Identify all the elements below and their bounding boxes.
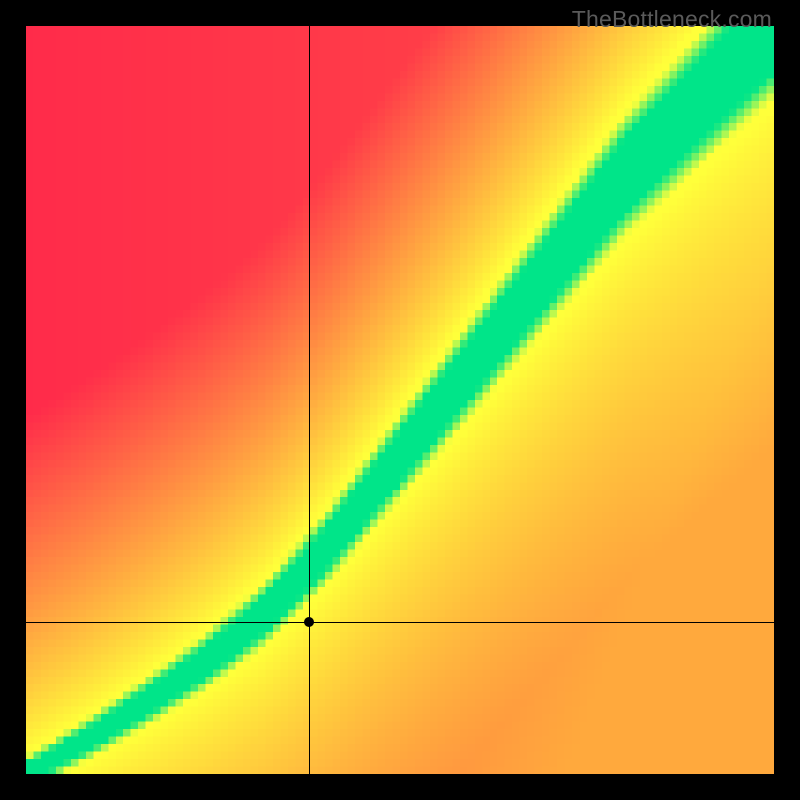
watermark-text: TheBottleneck.com xyxy=(572,6,772,33)
bottleneck-heatmap xyxy=(26,26,774,774)
crosshair-vertical xyxy=(309,26,310,774)
marker-dot xyxy=(304,617,314,627)
heatmap-canvas xyxy=(26,26,774,774)
crosshair-horizontal xyxy=(26,622,774,623)
